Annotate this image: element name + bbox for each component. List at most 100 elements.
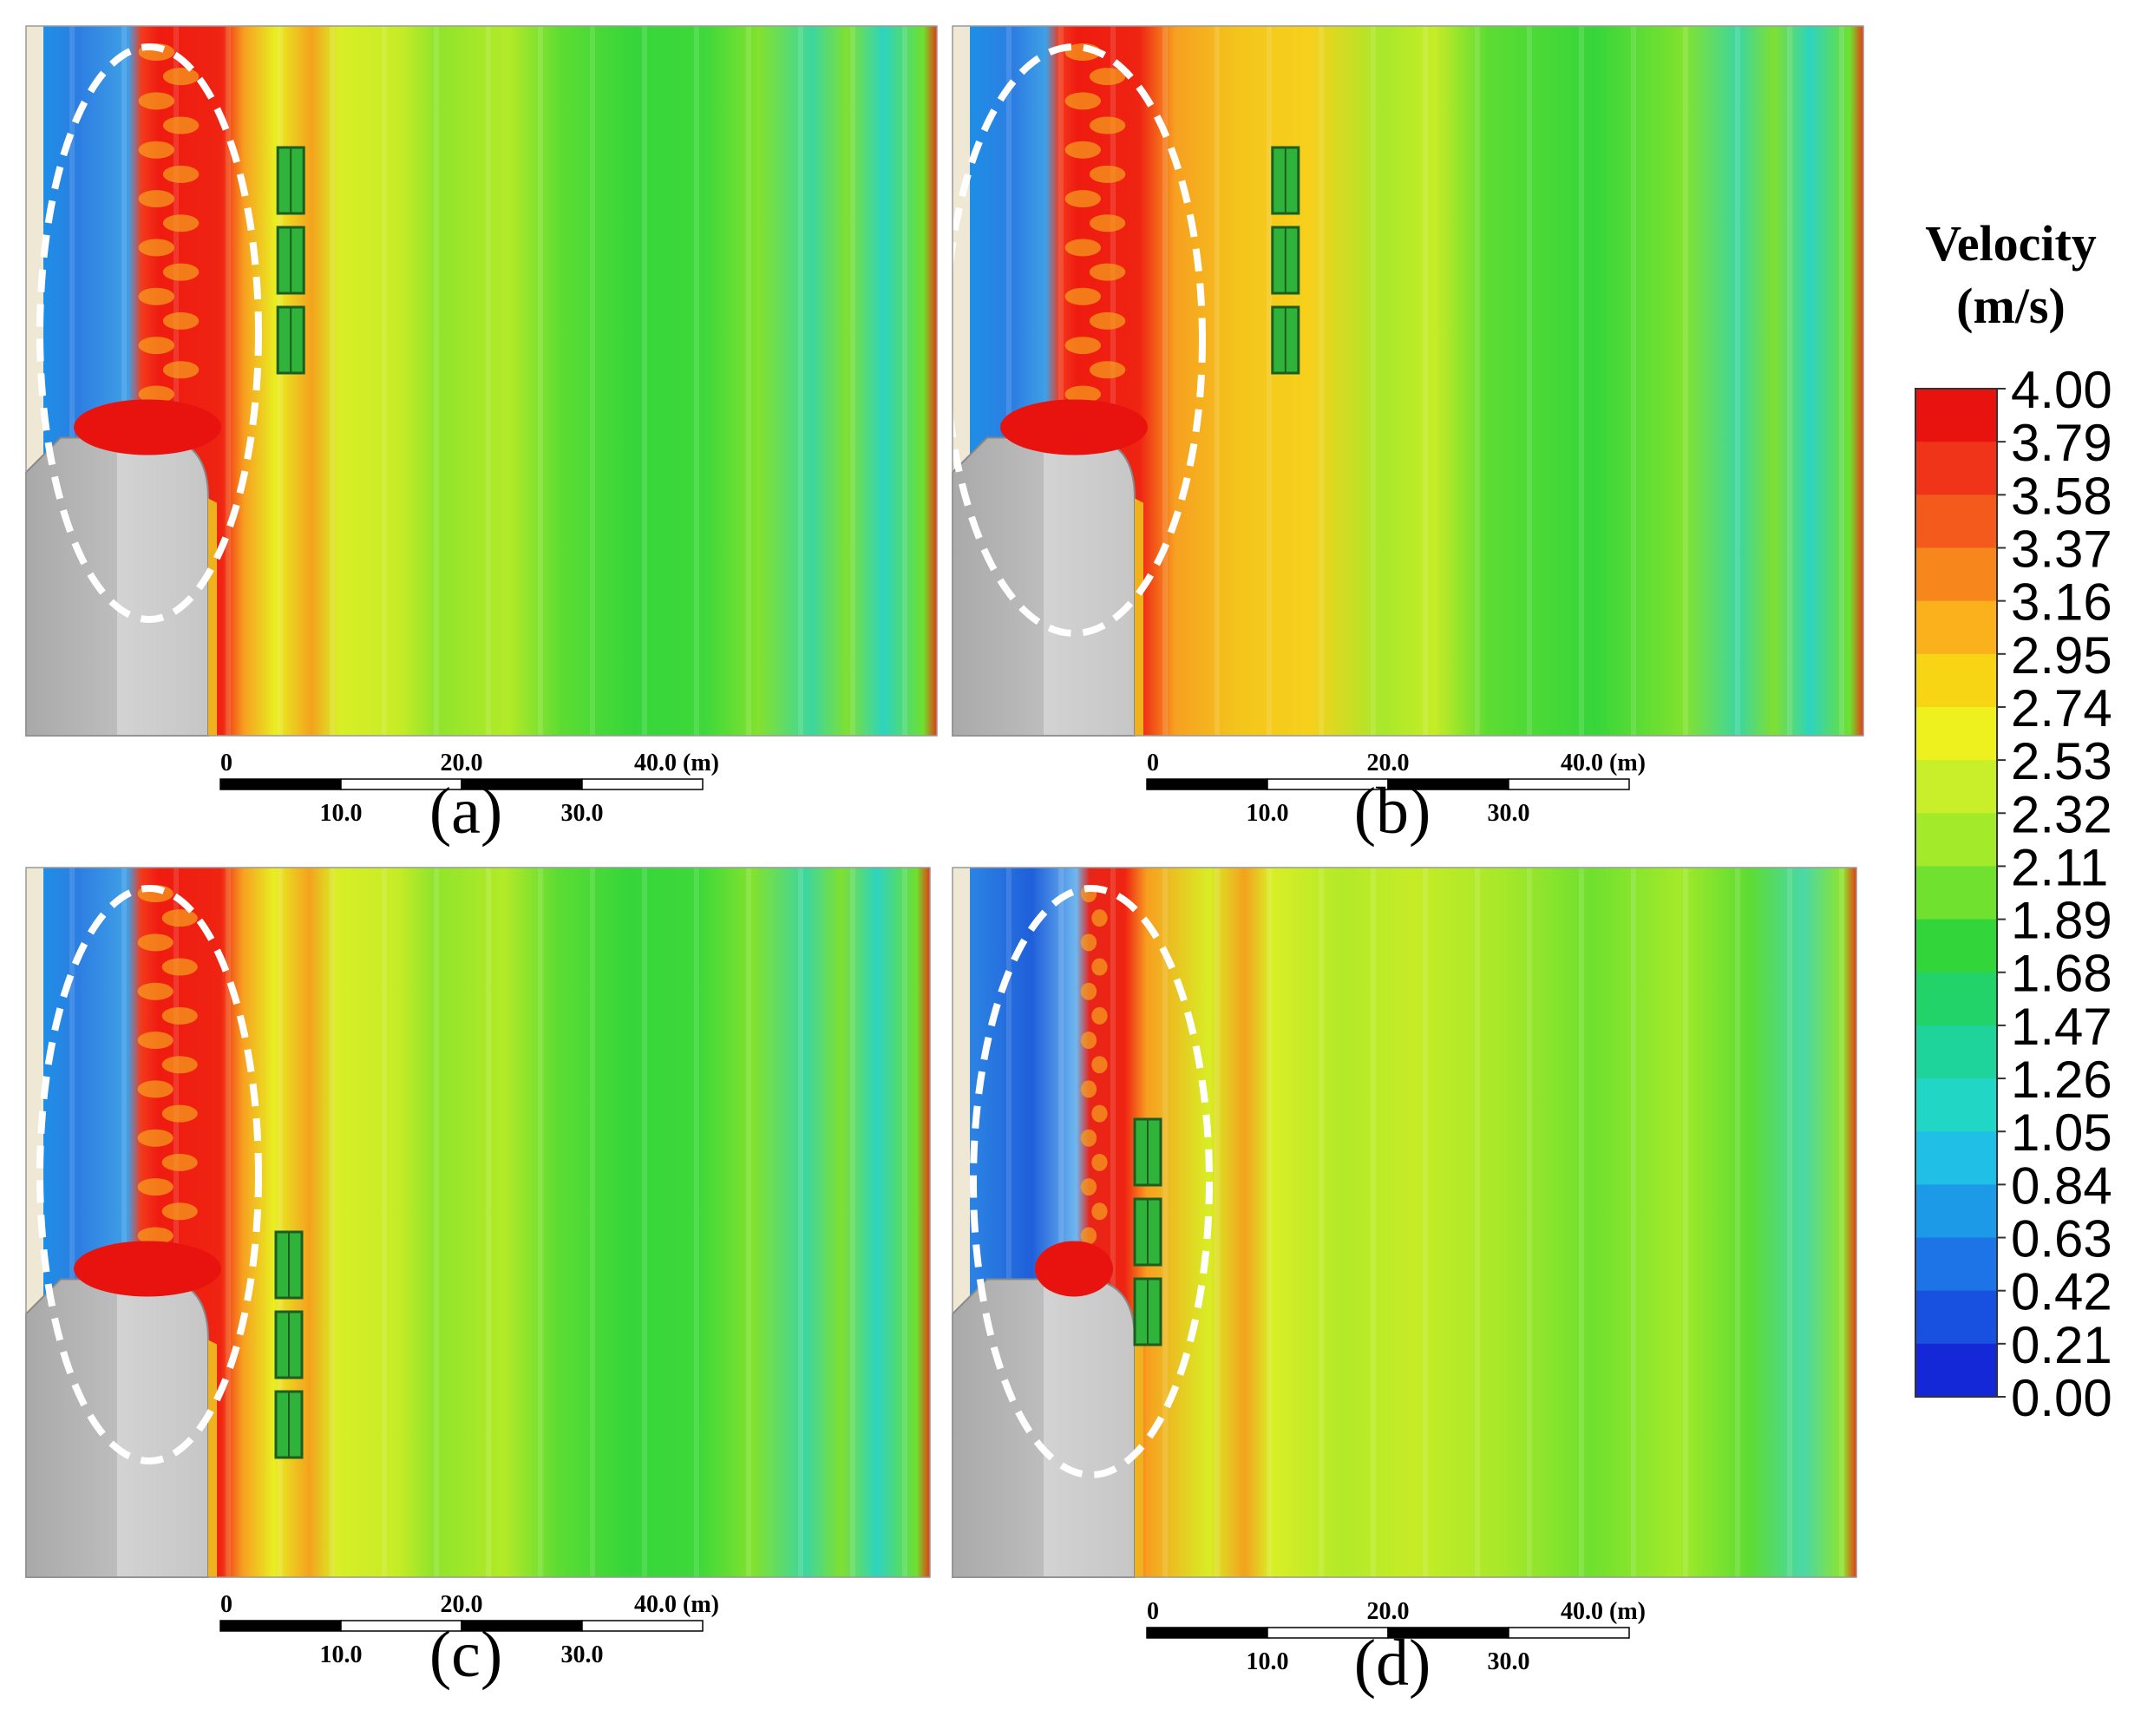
flow-spot (137, 1178, 174, 1196)
colorbar-tick-label: 2.53 (2011, 732, 2112, 790)
panel-frame (25, 25, 938, 737)
panel-c: 0 20.0 40.0 (m) 10.0 30.0 (c) (25, 867, 931, 1691)
abutment-jet (74, 1241, 221, 1297)
colorbar-band (1915, 1078, 1997, 1132)
scale-segment (219, 778, 342, 790)
flow-spot (1089, 263, 1126, 281)
flow-spot (161, 1153, 198, 1171)
flow-spot (161, 1202, 198, 1221)
flow-spot (1089, 361, 1126, 379)
flow-spot (138, 385, 175, 403)
flow-spot (1091, 1006, 1108, 1025)
flow-spot (162, 263, 200, 281)
left-wall (26, 26, 45, 580)
panel-label: (d) (1354, 1627, 1431, 1700)
flow-spot (1080, 1032, 1097, 1050)
abutment-edge-flow (1135, 1340, 1143, 1577)
flow-spot (138, 337, 175, 355)
scale-bar: 0 20.0 40.0 (m) 10.0 30.0 (219, 750, 719, 827)
flow-spot (162, 68, 200, 86)
colorbar-band (1915, 600, 1997, 655)
colorbar-tick-label: 2.74 (2011, 679, 2112, 737)
panel-a: 0 20.0 40.0 (m) 10.0 30.0 (a) (25, 25, 938, 848)
scale-label-bottom: 10.0 (1247, 800, 1289, 827)
highlight-ellipse (36, 885, 262, 1464)
flow-spot (138, 141, 175, 159)
flow-spot (1064, 337, 1102, 355)
flow-spot (137, 1129, 174, 1147)
flow-spot (161, 958, 198, 976)
flow-spot (1091, 1153, 1108, 1171)
colorbar-band (1915, 1290, 1997, 1345)
flow-spot (1089, 311, 1126, 330)
scale-label-top: 0 (220, 750, 232, 776)
highlight-ellipse (970, 885, 1213, 1478)
scale-label-top: 40.0 (m) (1561, 1598, 1646, 1625)
scale-bar: 0 20.0 40.0 (m) 10.0 30.0 (219, 1591, 719, 1668)
flow-spot (1080, 1178, 1097, 1196)
colorbar-tick-label: 3.16 (2011, 573, 2112, 632)
colorbar-tick-label: 3.79 (2011, 414, 2112, 472)
panel-frame (25, 867, 931, 1578)
colorbar-tick-label: 2.95 (2011, 626, 2112, 685)
colorbar-tick-label: 0.21 (2011, 1316, 2112, 1374)
flow-spot (162, 361, 200, 379)
colorbar-band (1915, 442, 1997, 495)
colorbar-tick-label: 3.58 (2011, 467, 2112, 525)
scale-label-bottom: 10.0 (320, 1641, 363, 1668)
scale-segment (581, 778, 704, 790)
flow-spot (1089, 214, 1126, 233)
scale-segment (1146, 778, 1268, 790)
flow-spot (1089, 68, 1126, 86)
flow-spot (1089, 165, 1126, 183)
colorbar-tick-label: 2.32 (2011, 785, 2112, 843)
flow-spot (161, 909, 198, 927)
panel-label: (a) (429, 775, 502, 848)
flow-spot (162, 116, 200, 134)
colorbar-band (1915, 495, 1997, 549)
abutment-jet (74, 399, 221, 455)
flow-spot (138, 287, 175, 305)
bridge-abutment (952, 436, 1136, 737)
colorbar-tick-label: 1.68 (2011, 945, 2112, 1003)
flow-spot (161, 1056, 198, 1074)
scale-label-top: 40.0 (m) (1561, 750, 1646, 776)
flow-spot (1091, 958, 1108, 976)
colorbar-frame (1915, 388, 1998, 1398)
colorbar-band (1915, 389, 1997, 442)
flow-spot (137, 934, 174, 952)
colorbar-band (1915, 653, 1997, 708)
flow-spot (1080, 1227, 1097, 1245)
scale-label-top: 20.0 (1367, 750, 1410, 776)
colorbar-band (1915, 1184, 1997, 1239)
left-wall (26, 868, 45, 1422)
left-wall (953, 26, 972, 580)
flow-spot (1064, 385, 1102, 403)
flow-spot (138, 190, 175, 208)
scale-label-bottom: 30.0 (561, 800, 604, 827)
colorbar-band (1915, 866, 1997, 920)
colorbar-band (1915, 706, 1997, 761)
flow-spot (1064, 239, 1102, 257)
flow-spot (138, 92, 175, 110)
flow-spot (1091, 1104, 1108, 1123)
flow-spot (1089, 116, 1126, 134)
colorbar-band (1915, 919, 1997, 973)
colorbar-band (1915, 972, 1997, 1026)
scale-segment (219, 1620, 342, 1632)
highlight-ellipse (36, 43, 262, 623)
flow-spot (1080, 1129, 1097, 1147)
panel-label: (c) (429, 1618, 502, 1691)
scale-label-bottom: 10.0 (1247, 1648, 1289, 1675)
scale-segment (581, 1620, 704, 1632)
abutment-edge-flow (1135, 498, 1143, 736)
flow-spot (1080, 982, 1097, 1000)
colorbar-tick-label: 3.37 (2011, 520, 2112, 578)
panel-d: 0 20.0 40.0 (m) 10.0 30.0 (d) (952, 867, 1857, 1700)
flow-spot (161, 1104, 198, 1123)
colorbar-band (1915, 1343, 1997, 1398)
scale-bar: 0 20.0 40.0 (m) 10.0 30.0 (1146, 750, 1646, 827)
scale-label-top: 40.0 (m) (634, 1591, 719, 1618)
left-wall (953, 868, 972, 1422)
colorbar-tick-label: 2.11 (2011, 838, 2108, 896)
